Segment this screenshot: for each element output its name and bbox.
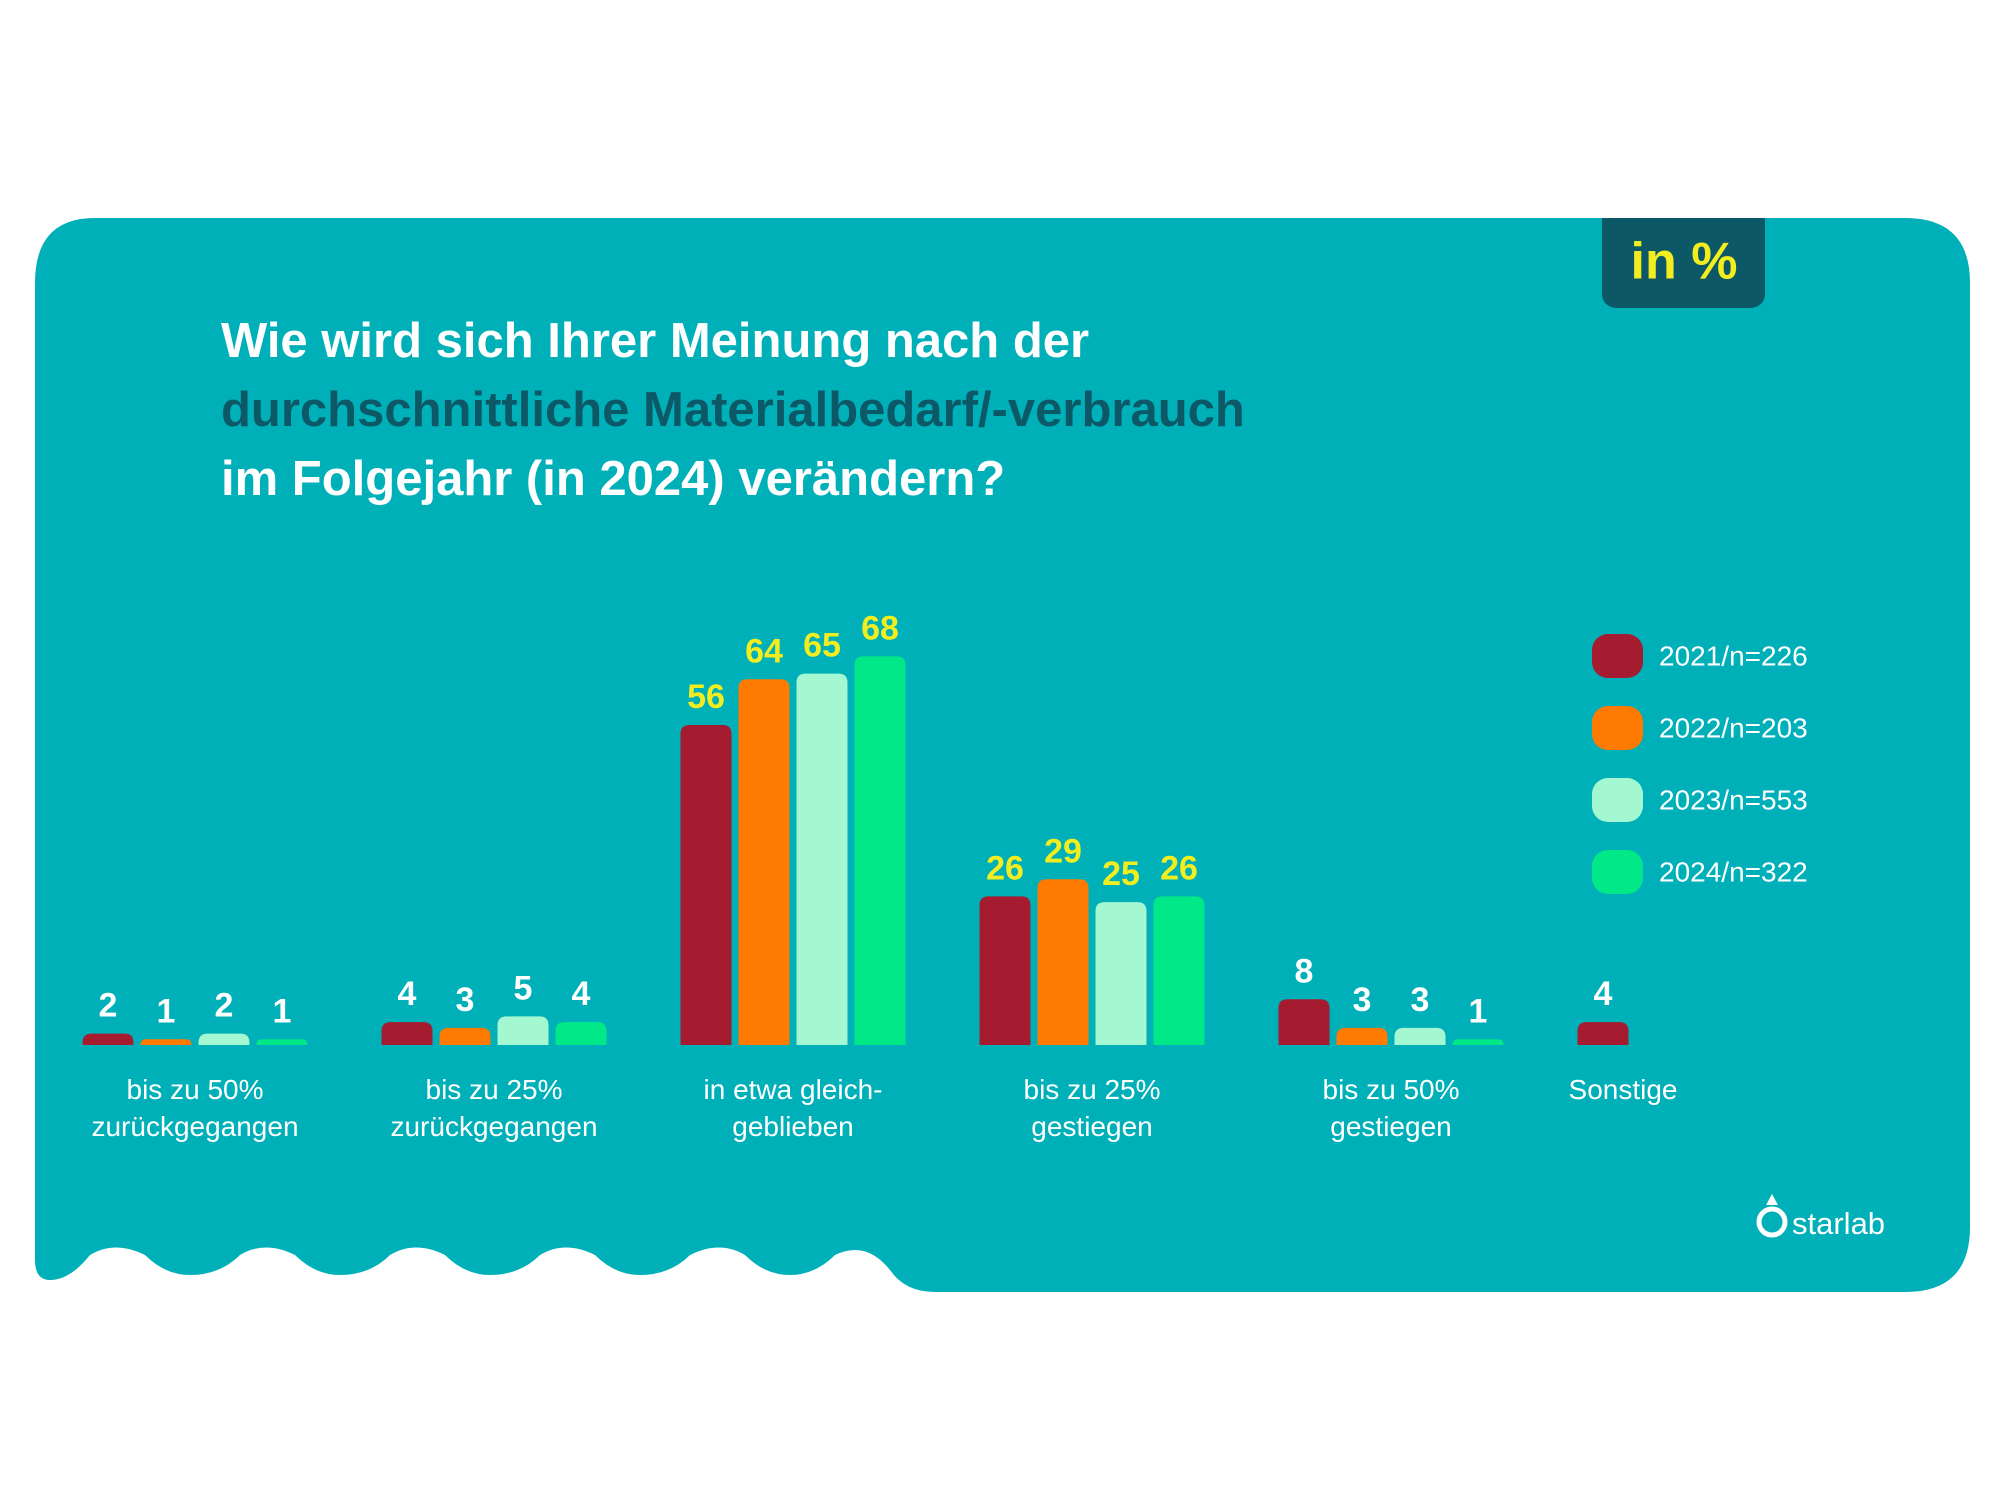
bar [1336,1027,1388,1045]
legend-label: 2023/n=553 [1659,784,1808,815]
bar [979,896,1031,1045]
bar [854,656,906,1045]
bar [796,673,848,1045]
legend-label: 2022/n=203 [1659,712,1808,743]
unit-badge-top [1602,218,1765,238]
legend-swatch [1592,634,1643,678]
value-label: 25 [1102,855,1140,893]
bar [198,1033,250,1045]
value-label: 2 [99,987,118,1025]
card [35,218,1970,1292]
bar [497,1016,549,1045]
bar [1394,1027,1446,1045]
value-label: 65 [803,627,841,665]
bar [1577,1022,1629,1045]
title-line: im Folgejahr (in 2024) verändern? [221,452,1005,506]
legend-swatch [1592,850,1643,894]
value-label: 3 [456,981,475,1019]
legend-swatch [1592,778,1643,822]
value-label: 29 [1044,832,1082,870]
value-label: 8 [1295,952,1314,990]
bar [555,1022,607,1045]
unit-badge [1602,218,1765,308]
plot: 2 1 2 1 bis zu 50% zurückgegangen 4 3 5 4 bis zu 2… [82,609,1678,1142]
value-label: 1 [273,992,292,1030]
bar [1095,902,1147,1045]
value-label: 4 [1594,975,1613,1013]
bar [82,1033,134,1045]
x-tick-label: bis zu 50% gestiegen [1323,1074,1460,1142]
logo-icon [1756,1206,1788,1238]
bar [256,1039,308,1045]
value-label: 1 [157,992,176,1030]
brand-logo: starlab [1756,1194,1885,1241]
x-tick-label: bis zu 25% gestiegen [1024,1074,1161,1142]
brand: starlab [1792,1206,1885,1241]
bar [1153,896,1205,1045]
value-label: 68 [861,609,899,647]
title: Wie wird sich Ihrer Meinung nach der durc… [221,314,1245,506]
legend-label: 2024/n=322 [1659,856,1808,887]
unit-badge-text: in % [1631,233,1738,291]
x-tick-label: bis zu 50% zurückgegangen [91,1074,298,1142]
value-label: 26 [986,849,1024,887]
value-label: 2 [215,987,234,1025]
x-tick-label: in etwa gleich-geblieben [704,1074,883,1142]
title-line: Wie wird sich Ihrer Meinung nach der [221,314,1089,368]
x-tick-label: Sonstige [1569,1074,1678,1105]
value-label: 56 [687,678,725,716]
x-tick-label: bis zu 25% zurückgegangen [390,1074,597,1142]
value-label: 3 [1411,981,1430,1019]
value-label: 26 [1160,849,1198,887]
bar [381,1022,433,1045]
bar [439,1027,491,1045]
bar [680,725,732,1045]
logo-icon-drop [1766,1194,1778,1205]
bar [738,679,790,1045]
legend-swatch [1592,706,1643,750]
value-label: 3 [1353,981,1372,1019]
value-label: 4 [398,975,417,1013]
value-label: 4 [572,975,591,1013]
bar [140,1039,192,1045]
value-label: 64 [745,632,783,670]
bar [1037,879,1089,1045]
legend: 2021/n=226 2022/n=203 2023/n=553 2024/n=322 [1592,634,1808,894]
title-line: durchschnittliche Materialbedarf/-verbra… [221,383,1245,437]
value-label: 1 [1469,992,1488,1030]
legend-label: 2021/n=226 [1659,640,1808,671]
bar [1452,1039,1504,1045]
bar [1278,999,1330,1045]
value-label: 5 [514,969,533,1007]
